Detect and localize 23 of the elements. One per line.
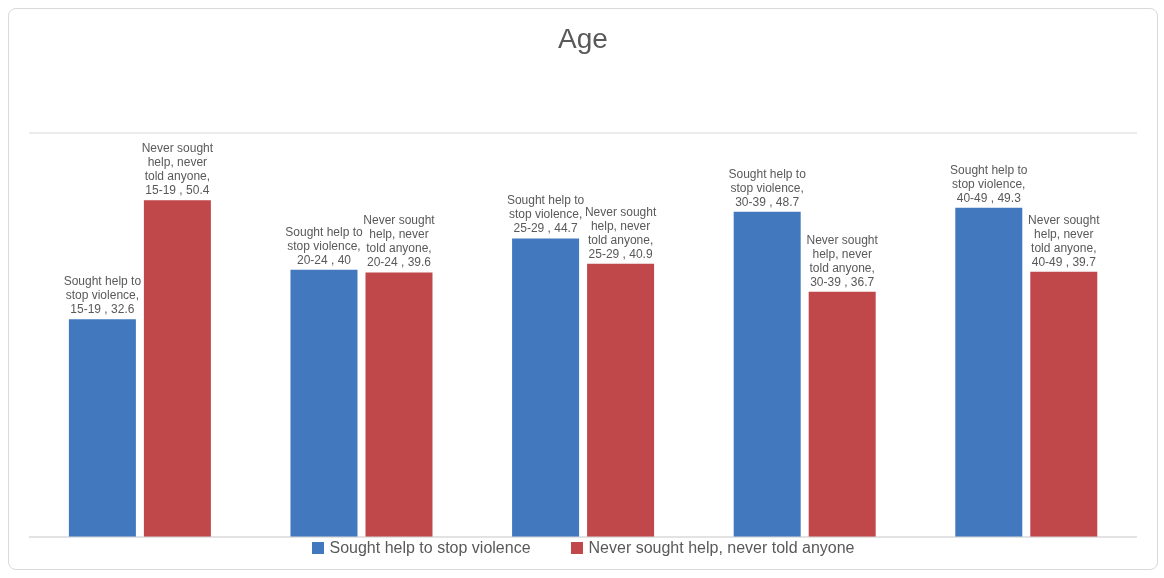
- bar: [1030, 271, 1098, 537]
- legend-label: Sought help to stop violence: [328, 539, 531, 557]
- bar: [587, 263, 655, 537]
- bar: [68, 319, 136, 537]
- bar: [955, 207, 1023, 537]
- data-label: Never sought help, never told anyone, 40-49 , 39.7: [1028, 212, 1101, 269]
- bar: [512, 238, 580, 537]
- bar: [365, 272, 433, 537]
- bar: [290, 269, 358, 537]
- legend-label: Never sought help, never told anyone: [587, 539, 855, 557]
- data-label: Never sought help, never told anyone, 15-19 , 50.4: [141, 141, 214, 198]
- bar: [143, 200, 211, 537]
- bar: [808, 291, 876, 537]
- data-label: Sought help to stop violence, 20-24 , 40: [285, 224, 364, 267]
- data-label: Sought help to stop violence, 25-29 , 44.7: [506, 193, 585, 236]
- data-label: Sought help to stop violence, 40-49 , 49.3: [950, 162, 1028, 205]
- bar: [733, 211, 801, 537]
- data-label: Never sought help, never told anyone, 30-39 , 36.7: [806, 232, 879, 289]
- data-label: Sought help to stop violence, 15-19 , 32.6: [63, 274, 142, 317]
- data-label: Never sought help, never told anyone, 25-29 , 40.9: [584, 204, 657, 261]
- data-label: Sought help to stop violence, 30-39 , 48.7: [728, 166, 807, 209]
- data-label: Never sought help, never told anyone, 20-24 , 39.6: [363, 213, 436, 270]
- chart-title: Age: [557, 22, 609, 56]
